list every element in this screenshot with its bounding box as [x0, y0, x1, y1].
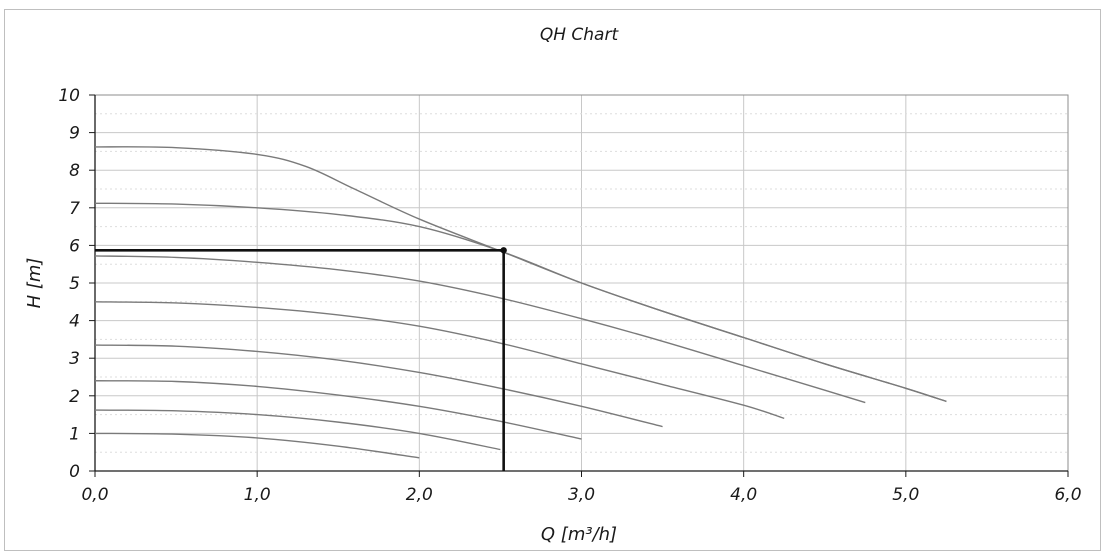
pump-curve-5	[94, 344, 663, 428]
x-tick-label: 0,0	[81, 485, 108, 505]
y-tick-label: 3	[69, 349, 80, 369]
pump-curve-3	[94, 255, 866, 404]
pump-curve-4	[94, 301, 785, 420]
y-tick-label: 10	[58, 86, 80, 106]
y-tick-label: 0	[69, 462, 80, 482]
y-tick-label: 8	[69, 161, 80, 181]
x-axis-label: Q [m³/h]	[541, 524, 617, 545]
x-tick-label: 2,0	[406, 485, 433, 505]
x-tick-labels: 0,0 1,0 2,0 3,0 4,0 5,0 6,0	[81, 485, 1081, 505]
x-tick-label: 1,0	[244, 485, 271, 505]
pump-curve-6	[94, 380, 582, 440]
y-tick-label: 1	[69, 424, 80, 444]
axes	[89, 94, 1069, 477]
x-tick-label: 4,0	[730, 485, 757, 505]
y-tick-label: 6	[69, 236, 80, 256]
chart-title: QH Chart	[540, 25, 620, 45]
y-tick-labels: 0 1 2 3 4 5 6 7 8 9 10	[58, 86, 80, 482]
pump-curve-8	[94, 432, 420, 459]
x-tick-label: 5,0	[892, 485, 919, 505]
y-tick-label: 4	[69, 312, 80, 332]
x-tick-label: 6,0	[1054, 485, 1081, 505]
x-tick-label: 3,0	[568, 485, 595, 505]
y-tick-label: 7	[69, 199, 80, 219]
pump-curves	[94, 146, 947, 459]
operating-point	[500, 247, 507, 254]
pump-curve-2	[94, 202, 947, 403]
y-axis-label: H [m]	[24, 258, 45, 309]
y-tick-label: 5	[69, 274, 80, 294]
y-tick-label: 9	[69, 124, 80, 144]
pump-curve-7	[94, 409, 501, 451]
chart-frame	[4, 9, 1101, 551]
operating-point-lines	[95, 247, 507, 471]
y-tick-label: 2	[69, 387, 80, 407]
pump-curve-1	[94, 146, 947, 403]
